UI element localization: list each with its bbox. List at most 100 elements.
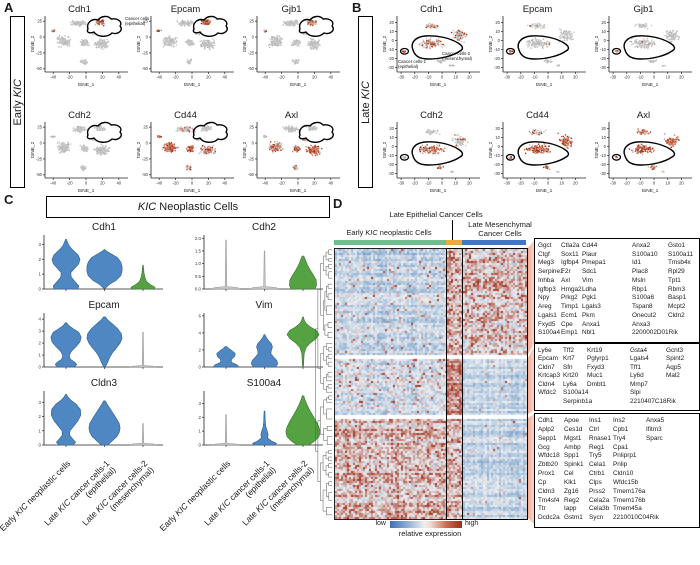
svg-text:40: 40 — [328, 75, 333, 80]
svg-text:25: 25 — [143, 19, 148, 24]
svg-text:tSNE_1: tSNE_1 — [536, 82, 553, 88]
svg-text:0: 0 — [146, 140, 149, 145]
epithelial-pointer-line — [452, 220, 453, 240]
panel-c-title: KIC Neoplastic Cells — [137, 201, 239, 213]
gene-label: Serpinb1a — [563, 397, 593, 405]
row-dendrogram — [315, 249, 332, 516]
tsne-plot-cdh2: Cdh2 25 0 -25 -50 -40 -20 0 20 40 tSNE_1 tSNE_2 — [28, 110, 131, 200]
gene-label: Cldn2 — [668, 311, 685, 319]
svg-text:10: 10 — [601, 135, 606, 140]
gene-label: Msln — [632, 276, 646, 284]
gene-label: S100a14 — [563, 389, 589, 397]
gene-label: Ctrb1 — [589, 470, 605, 477]
gene-label: Epcam — [538, 355, 558, 363]
cluster-outline — [623, 141, 676, 166]
gene-label: Sfn — [563, 363, 573, 371]
cluster-annotation: (epithelial) — [398, 64, 419, 69]
gene-label: Krtcap3 — [538, 372, 561, 380]
tsne-canvas: 20 10 0 -10 -20 -30-30 -20 -10 0 10 20 tSNE_1 tSNE_2 — [488, 16, 586, 88]
gene-label: S100a10 — [632, 250, 658, 258]
svg-text:40: 40 — [116, 181, 121, 186]
svg-text:20: 20 — [467, 75, 472, 80]
svg-text:-20: -20 — [600, 162, 607, 167]
svg-text:-50: -50 — [248, 66, 255, 71]
cluster-outline — [86, 15, 122, 37]
svg-text:0: 0 — [40, 34, 43, 39]
gene-label: Ly6d — [630, 372, 644, 380]
heatmap-header-early: Early KIC neoplastic Cells — [346, 228, 432, 237]
svg-text:-10: -10 — [637, 75, 644, 80]
svg-text:0: 0 — [40, 140, 43, 145]
heatmap-header-mesenchymal-line1: Late Mesenchymal — [468, 220, 532, 229]
colorbar-early — [334, 240, 446, 245]
cluster-outline — [192, 15, 228, 37]
gene-label: Gstm1 — [564, 514, 583, 522]
gene-label: Vim — [582, 276, 593, 284]
tsne-points — [50, 18, 110, 66]
gene-list-box-2: Ly6e Tff2 Krt19 Gsta4 Gcnt3 Epcam Krt7 Pglyrp1 L… — [534, 343, 700, 411]
tsne-points — [156, 124, 217, 171]
svg-text:-10: -10 — [600, 47, 607, 52]
panel-a-side-label: Early KIC — [11, 78, 24, 126]
tsne-plot-title: Cd44 — [526, 110, 549, 121]
violin-shape — [86, 249, 123, 289]
gene-label: Krt7 — [563, 355, 575, 363]
tsne-canvas: 25 0 -25 -50 -40 -20 0 20 40 tSNE_1 tSNE_2 — [242, 121, 340, 194]
gene-label: Anxa2 — [632, 242, 651, 249]
svg-text:-10: -10 — [388, 47, 395, 52]
svg-text:-10: -10 — [494, 47, 501, 52]
tsne-plot-cd44: Cd44 20 10 0 -10 -20 -30 -30 -20 -10 0 10 20 tSNE_1 tS… — [486, 110, 589, 200]
gene-label: Gsto1 — [668, 242, 686, 249]
svg-text:-40: -40 — [156, 181, 163, 186]
gene-label: Lgals1 — [538, 311, 557, 319]
cluster-outline — [505, 47, 516, 55]
gene-label: Emp1 — [561, 329, 578, 337]
svg-text:-50: -50 — [36, 172, 43, 177]
cluster-annotation: (epithelial) — [125, 21, 146, 26]
svg-text:-10: -10 — [425, 75, 432, 80]
svg-text:-40: -40 — [50, 181, 57, 186]
svg-text:20: 20 — [389, 20, 394, 25]
panel-b-label: B — [352, 0, 362, 15]
svg-text:-30: -30 — [398, 75, 405, 80]
svg-text:tSNE_1: tSNE_1 — [290, 82, 307, 88]
svg-text:0: 0 — [85, 75, 88, 80]
svg-text:0: 0 — [547, 75, 550, 80]
tsne-plot-title: Cdh1 — [68, 4, 91, 15]
tsne-points — [614, 128, 680, 173]
heatmap-block-early — [334, 248, 448, 520]
gene-label: Plaur — [582, 250, 597, 258]
tsne-canvas: 25 0 -25 -50 -40 -20 0 20 40 tSNE_1 tSNE_2 — [242, 15, 340, 88]
svg-text:20: 20 — [100, 181, 105, 186]
gene-label: Mgst1 — [564, 434, 582, 442]
svg-text:tSNE_1: tSNE_1 — [536, 188, 553, 194]
tsne-points — [508, 22, 575, 67]
svg-text:-20: -20 — [279, 75, 286, 80]
tsne-plot-title: Gjb1 — [281, 4, 302, 15]
svg-text:tSNE_2: tSNE_2 — [594, 35, 600, 52]
heatmap-header-epithelial: Late Epithelial Cancer Cells — [389, 210, 483, 219]
gene-label: Anxa1 — [582, 320, 601, 328]
svg-text:-30: -30 — [600, 65, 607, 70]
gene-label: Rbp1 — [632, 285, 648, 293]
svg-text:-30: -30 — [388, 171, 395, 176]
svg-text:0: 0 — [392, 144, 395, 149]
tsne-plot-epcam: Epcam 25 0 -25 -50 -40 -20 0 20 40 tSNE_1 tSNE_2 — [134, 4, 237, 94]
svg-text:tSNE_2: tSNE_2 — [488, 141, 494, 158]
svg-text:10: 10 — [453, 181, 458, 186]
svg-text:10: 10 — [495, 29, 500, 34]
tsne-plot-title: Cdh2 — [68, 110, 91, 121]
gene-label: Ly6e — [538, 347, 552, 354]
svg-text:0: 0 — [85, 181, 88, 186]
svg-text:25: 25 — [37, 19, 42, 24]
svg-text:-25: -25 — [248, 50, 255, 55]
svg-text:-20: -20 — [412, 181, 419, 186]
gene-label: Prox1 — [538, 470, 555, 477]
gene-label: Muc1 — [587, 372, 603, 380]
svg-text:-20: -20 — [494, 162, 501, 167]
gene-label: Pmepa1 — [582, 259, 606, 267]
gene-label: Fxyd3 — [587, 363, 605, 371]
violin-plot-title: S100a4 — [246, 378, 282, 389]
